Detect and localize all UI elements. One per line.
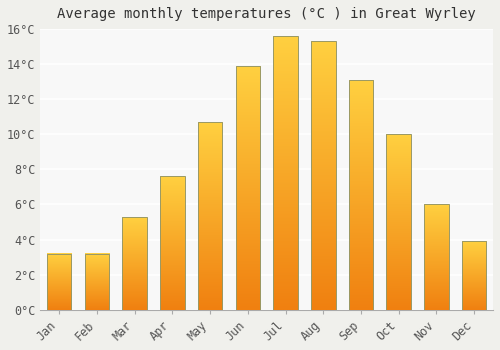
Bar xyxy=(160,176,184,310)
Bar xyxy=(198,122,222,310)
Bar xyxy=(348,80,374,310)
Bar xyxy=(274,36,298,310)
Bar xyxy=(122,217,147,310)
Bar xyxy=(47,254,72,310)
Bar xyxy=(386,134,411,310)
Bar xyxy=(236,66,260,310)
Bar xyxy=(462,241,486,310)
Bar xyxy=(84,254,109,310)
Title: Average monthly temperatures (°C ) in Great Wyrley: Average monthly temperatures (°C ) in Gr… xyxy=(58,7,476,21)
Bar xyxy=(311,41,336,310)
Bar xyxy=(424,204,448,310)
